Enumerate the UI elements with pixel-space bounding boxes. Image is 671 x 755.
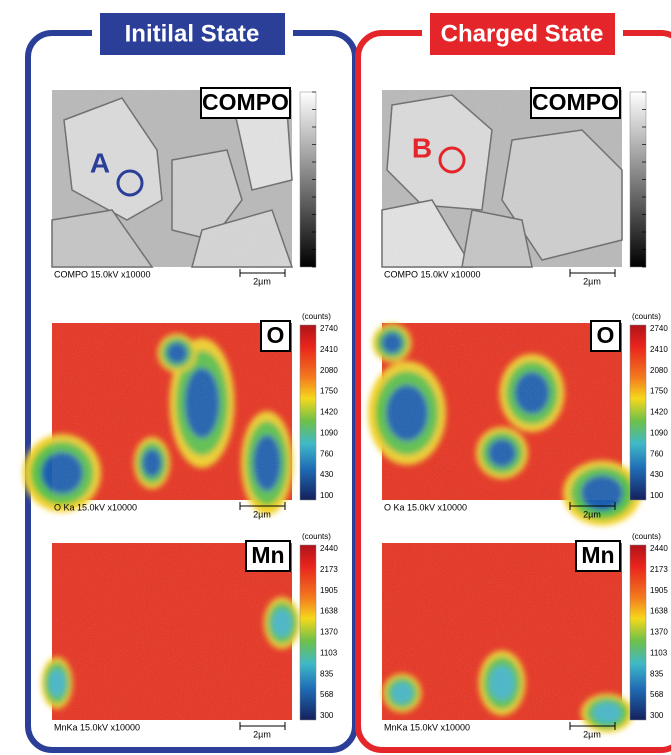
colorbar-tick-label: 2440 [650, 544, 668, 553]
colorbar-tick-label: 1103 [650, 648, 668, 657]
colorbar-tick-label: 1905 [320, 586, 338, 595]
map-row: COMPO B COMPO 15.0kV x10000 2µm [382, 88, 646, 286]
colorbar [300, 325, 316, 500]
map-row: Mn MnKa 15.0kV x10000 2µm (counts) 2440 2173 1… [382, 532, 668, 739]
colorbar-tick-label: 2173 [320, 565, 338, 574]
colorbar-tick-label: 100 [650, 491, 664, 500]
map-row: O O Ka 15.0kV x10000 2µm (counts) 2740 2410 20… [23, 312, 338, 519]
figure: Initilal State COMPO A COMPO 15.0kV x10000 2… [0, 0, 671, 755]
panel: Charged State COMPO B COMPO 15.0kV x10000 2µ… [358, 13, 671, 750]
colorbar-tick-label: 1370 [650, 628, 668, 637]
colorbar [300, 545, 316, 720]
panel-title: Charged State [441, 20, 604, 47]
map-label: COMPO [202, 89, 289, 115]
colorbar-tick-label: 430 [650, 470, 664, 479]
panel-title: Initilal State [125, 20, 260, 47]
point-marker: B [412, 132, 432, 163]
map-row: COMPO A COMPO 15.0kV x10000 2µm [52, 88, 316, 286]
point-marker: A [90, 147, 110, 178]
map-label: Mn [581, 542, 614, 568]
colorbar-tick-label: 835 [650, 669, 664, 678]
scale-label: 2µm [583, 729, 601, 739]
scale-label: 2µm [253, 509, 271, 519]
colorbar-tick-label: 300 [320, 711, 334, 720]
caption: O Ka 15.0kV x10000 [384, 502, 467, 512]
scale-label: 2µm [583, 509, 601, 519]
colorbar [630, 325, 646, 500]
scale-label: 2µm [583, 276, 601, 286]
colorbar-tick-label: 2080 [320, 366, 338, 375]
map-label: COMPO [532, 89, 619, 115]
page: Initilal State COMPO A COMPO 15.0kV x10000 2… [0, 0, 671, 755]
colorbar-tick-label: 2080 [650, 366, 668, 375]
caption: COMPO 15.0kV x10000 [54, 269, 151, 279]
colorbar-unit: (counts) [302, 312, 331, 321]
caption: MnKa 15.0kV x10000 [384, 722, 470, 732]
colorbar-tick-label: 760 [320, 449, 334, 458]
colorbar-tick-label: 1638 [320, 607, 338, 616]
colorbar-tick-label: 568 [650, 690, 664, 699]
map-row: O O Ka 15.0kV x10000 2µm (counts) 2740 2410 20… [368, 312, 668, 525]
colorbar-tick-label: 1905 [650, 586, 668, 595]
colorbar-tick-label: 1103 [320, 648, 338, 657]
colorbar-tick-label: 430 [320, 470, 334, 479]
colorbar-tick-label: 1750 [320, 387, 338, 396]
colorbar-tick-label: 2410 [320, 345, 338, 354]
map-label: Mn [251, 542, 284, 568]
colorbar-unit: (counts) [632, 312, 661, 321]
colorbar-unit: (counts) [302, 532, 331, 541]
colorbar-tick-label: 2740 [650, 324, 668, 333]
colorbar-tick-label: 2440 [320, 544, 338, 553]
colorbar-tick-label: 1750 [650, 387, 668, 396]
colorbar-tick-label: 2410 [650, 345, 668, 354]
colorbar-tick-label: 1420 [650, 408, 668, 417]
colorbar-tick-label: 1090 [650, 428, 668, 437]
colorbar-tick-label: 300 [650, 711, 664, 720]
colorbar [630, 545, 646, 720]
caption: MnKa 15.0kV x10000 [54, 722, 140, 732]
colorbar-tick-label: 2173 [650, 565, 668, 574]
caption: O Ka 15.0kV x10000 [54, 502, 137, 512]
texture [52, 323, 292, 500]
map-label: O [597, 322, 615, 348]
colorbar-tick-label: 2740 [320, 324, 338, 333]
colorbar-tick-label: 1420 [320, 408, 338, 417]
colorbar-tick-label: 1090 [320, 428, 338, 437]
map-label: O [267, 322, 285, 348]
scale-label: 2µm [253, 276, 271, 286]
colorbar-tick-label: 100 [320, 491, 334, 500]
map-row: Mn MnKa 15.0kV x10000 2µm (counts) 2440 2173 1… [41, 532, 338, 739]
panel: Initilal State COMPO A COMPO 15.0kV x10000 2… [23, 13, 355, 750]
colorbar-unit: (counts) [632, 532, 661, 541]
colorbar-tick-label: 835 [320, 669, 334, 678]
scale-label: 2µm [253, 729, 271, 739]
texture [382, 323, 622, 500]
colorbar-tick-label: 1638 [650, 607, 668, 616]
caption: COMPO 15.0kV x10000 [384, 269, 481, 279]
colorbar-tick-label: 1370 [320, 628, 338, 637]
colorbar-tick-label: 760 [650, 449, 664, 458]
colorbar-tick-label: 568 [320, 690, 334, 699]
